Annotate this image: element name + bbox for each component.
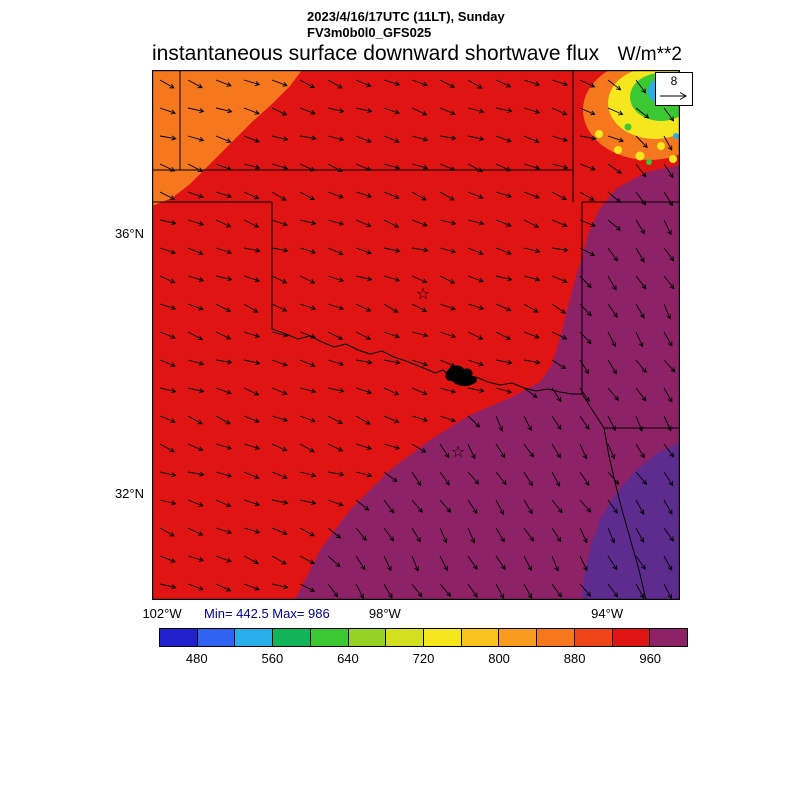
colorbar-segment	[537, 629, 575, 646]
model-title: FV3m0b0l0_GFS025	[307, 25, 432, 40]
colorbar-tick-label: 560	[261, 651, 284, 666]
field-fill-purple-se	[295, 165, 680, 600]
city-marker-star: ☆	[451, 442, 465, 461]
lake-texoma	[445, 365, 478, 387]
map: ☆ ☆	[152, 70, 680, 600]
patch-speckle	[595, 130, 603, 138]
colorbar-segment	[499, 629, 538, 646]
colorbar-tick-label: 800	[488, 651, 510, 666]
colorbar-segment	[612, 629, 651, 646]
lon-tick-label: 98°W	[368, 606, 401, 621]
map-frame	[152, 70, 680, 600]
colorbar-segment	[386, 629, 425, 646]
patch-speckle	[624, 123, 632, 131]
patch-speckle	[614, 146, 622, 154]
colorbar-segment	[273, 629, 311, 646]
boundary-red-river	[271, 328, 582, 395]
lat-tick-label: 32°N	[114, 486, 144, 502]
colorbar-tick-label: 640	[337, 651, 359, 666]
patch-speckle	[673, 133, 679, 139]
colorbar-segment	[650, 629, 688, 646]
colorbar-segment	[424, 629, 462, 646]
colorbar-labels: 480 560 640 720 800 880 960	[159, 651, 688, 667]
lon-tick-label: 102°W	[142, 606, 182, 621]
colorbar-tick-label: 720	[412, 651, 435, 666]
colorbar-segment	[574, 629, 613, 646]
lon-tick-label: 94°W	[591, 606, 624, 621]
units-label: W/m**2	[617, 44, 682, 65]
vector-reference-box: 8	[655, 72, 693, 106]
lat-tick-label: 36°N	[114, 225, 144, 241]
minmax-label: Min= 442.5 Max= 986	[204, 606, 330, 621]
vector-reference-arrow	[660, 92, 687, 100]
colorbar-tick-label: 960	[639, 651, 662, 666]
vector-reference-value: 8	[670, 74, 678, 88]
main-title: instantaneous surface downward shortwave…	[152, 42, 600, 65]
colorbar-segment	[348, 629, 387, 646]
patch-speckle	[657, 142, 665, 150]
city-marker-star: ☆	[416, 284, 430, 303]
patch-speckle	[635, 151, 645, 161]
colorbar-tick-label: 880	[563, 651, 586, 666]
valid-time-title: 2023/4/16/17UTC (11LT), Sunday	[307, 9, 505, 24]
boundary-texas-louisiana	[603, 427, 647, 600]
field-fill-darkpurple-corner	[582, 442, 680, 600]
colorbar-segment	[235, 629, 274, 646]
colorbar	[159, 628, 688, 647]
wind-vectors	[159, 79, 676, 600]
colorbar-segment	[310, 629, 349, 646]
colorbar-tick-label: 480	[185, 651, 208, 666]
colorbar-segment	[160, 629, 198, 646]
field-fill-orange-nw	[152, 70, 302, 206]
colorbar-segment	[197, 629, 236, 646]
colorbar-segment	[461, 629, 500, 646]
patch-speckle	[669, 155, 677, 163]
patch-speckle	[646, 159, 652, 165]
